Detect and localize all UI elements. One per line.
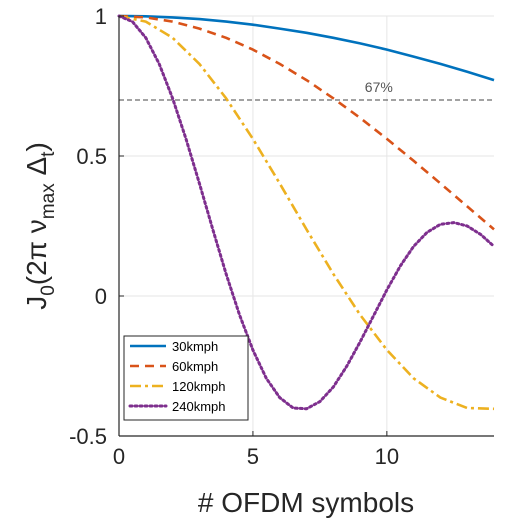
grid xyxy=(119,15,494,436)
legend-label-30kmph: 30kmph xyxy=(172,339,218,354)
y-axis-title: J0(2π νmax Δt) xyxy=(21,142,59,310)
x-tick-label-1: 5 xyxy=(247,444,259,469)
legend-label-60kmph: 60kmph xyxy=(172,359,218,374)
legend-label-120kmph: 120kmph xyxy=(172,379,225,394)
threshold-group: 67% xyxy=(119,79,494,101)
series-line-30kmph xyxy=(118,14,495,82)
y-tick-label-1: 0 xyxy=(95,284,107,309)
series-line-240kmph xyxy=(117,14,496,411)
y-title-open: (2 xyxy=(21,260,52,285)
y-title-submax: max xyxy=(38,183,59,219)
series-line-120kmph xyxy=(118,14,495,411)
axes xyxy=(118,16,494,437)
y-tick-label-3: 1 xyxy=(95,4,107,29)
y-title-close: ) xyxy=(21,142,52,151)
x-tick-label-0: 0 xyxy=(113,444,125,469)
y-title-sub0: 0 xyxy=(38,285,59,296)
x-tick-label-2: 10 xyxy=(375,444,399,469)
y-ticks: -0.5 0 0.5 1 xyxy=(69,4,124,449)
y-title-nu: ν xyxy=(21,219,52,241)
y-title-delta: Δ xyxy=(21,157,52,183)
y-title-subt: t xyxy=(38,151,59,157)
x-axis-title: # OFDM symbols xyxy=(198,487,414,518)
y-tick-label-2: 0.5 xyxy=(76,144,107,169)
x-ticks: 0 5 10 xyxy=(113,431,399,469)
series-line-60kmph xyxy=(118,14,495,231)
y-tick-label-0: -0.5 xyxy=(69,424,107,449)
legend-label-240kmph: 240kmph xyxy=(172,399,225,414)
threshold-label: 67% xyxy=(365,79,393,95)
y-title-pi: π xyxy=(21,241,52,260)
legend: 30kmph 60kmph 120kmph 240kmph xyxy=(123,335,249,421)
series-group xyxy=(117,14,496,411)
y-title-j: J xyxy=(21,296,52,310)
